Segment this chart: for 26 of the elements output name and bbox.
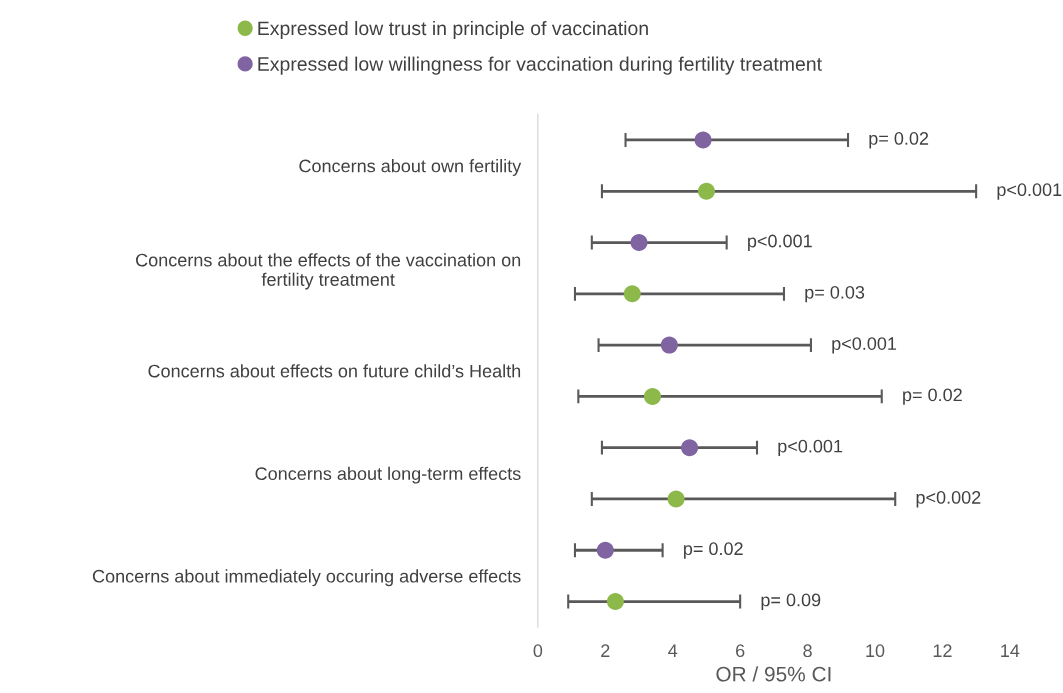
annotation: p= 0.02 <box>869 132 929 149</box>
y-tick-label: Concerns about immediately occuring adverse effects <box>92 569 521 587</box>
x-axis-title: OR / 95% CI <box>716 666 831 682</box>
y-tick-label: Concerns about the effects of the vaccination on fertility treatment <box>136 253 521 290</box>
x-tick-label: 2 <box>601 644 610 657</box>
annotation: p= 0.02 <box>684 542 743 559</box>
annotation: p= 0.09 <box>761 593 821 610</box>
annotation: p<0.001 <box>778 439 843 457</box>
annotation: p<0.001 <box>832 337 897 354</box>
annotation: p<0.001 <box>748 234 812 251</box>
x-tick-label: 10 <box>866 644 885 658</box>
y-tick-label: Concerns about effects on future child’s Health <box>148 364 521 378</box>
annotation: p<0.002 <box>916 491 981 508</box>
annotation: p<0.001 <box>997 183 1062 200</box>
legend-label: Expressed low willingness for vaccination during fertility treatment <box>258 56 822 75</box>
x-tick-label: 0 <box>533 644 543 658</box>
y-tick-label: Concerns about own fertility <box>299 159 522 176</box>
x-tick-label: 6 <box>736 644 745 658</box>
x-tick-label: 14 <box>1001 644 1020 657</box>
x-tick-label: 8 <box>803 644 812 658</box>
x-tick-label: 12 <box>933 644 952 657</box>
legend-label: Expressed low trust in principle of vaccination <box>258 20 648 40</box>
annotation: p= 0.02 <box>903 388 962 405</box>
annotation: p= 0.03 <box>805 285 865 303</box>
x-tick-label: 4 <box>668 644 678 657</box>
y-tick-label: Concerns about long-term effects <box>255 466 521 484</box>
